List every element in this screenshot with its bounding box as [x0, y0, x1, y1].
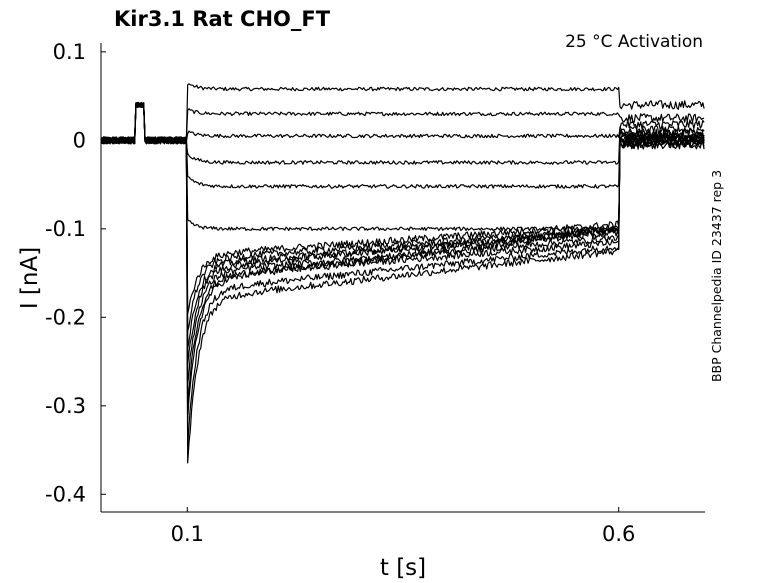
- current-trace-9: [100, 104, 705, 349]
- current-trace-10: [100, 102, 705, 366]
- current-trace-14: [100, 102, 705, 447]
- x-tick-label: 0.1: [171, 522, 204, 546]
- side-label: BBP Channelpedia ID 23437 rep 3: [709, 170, 724, 382]
- y-tick-label: -0.2: [45, 305, 86, 329]
- trace-group: [100, 83, 705, 464]
- y-tick-label: 0.1: [53, 40, 86, 64]
- y-axis-label: I [nA]: [17, 247, 43, 309]
- current-trace-2: [100, 103, 705, 145]
- current-trace-3: [100, 102, 705, 145]
- current-trace-7: [100, 101, 705, 315]
- current-trace-4: [100, 103, 705, 165]
- current-trace-11: [100, 101, 705, 385]
- current-trace-15: [100, 102, 705, 464]
- x-tick-label: 0.6: [602, 522, 635, 546]
- x-axis-label: t [s]: [380, 555, 426, 581]
- y-tick-label: -0.3: [45, 394, 86, 418]
- y-tick-group: 0.1 0 -0.1 -0.2 -0.3 -0.4: [45, 40, 106, 506]
- x-tick-group: 0.1 0.6: [171, 507, 635, 546]
- chart-title: Kir3.1 Rat CHO_FT: [114, 7, 331, 31]
- y-tick-label: 0: [73, 128, 86, 152]
- y-tick-label: -0.1: [45, 217, 86, 241]
- current-trace-1: [100, 83, 705, 145]
- y-tick-label: -0.4: [45, 482, 86, 506]
- current-trace-6: [100, 102, 705, 232]
- current-trace-5: [100, 102, 705, 189]
- current-trace-13: [100, 102, 705, 420]
- current-trace-12: [100, 102, 705, 405]
- chart-annotation: 25 °C Activation: [565, 32, 703, 52]
